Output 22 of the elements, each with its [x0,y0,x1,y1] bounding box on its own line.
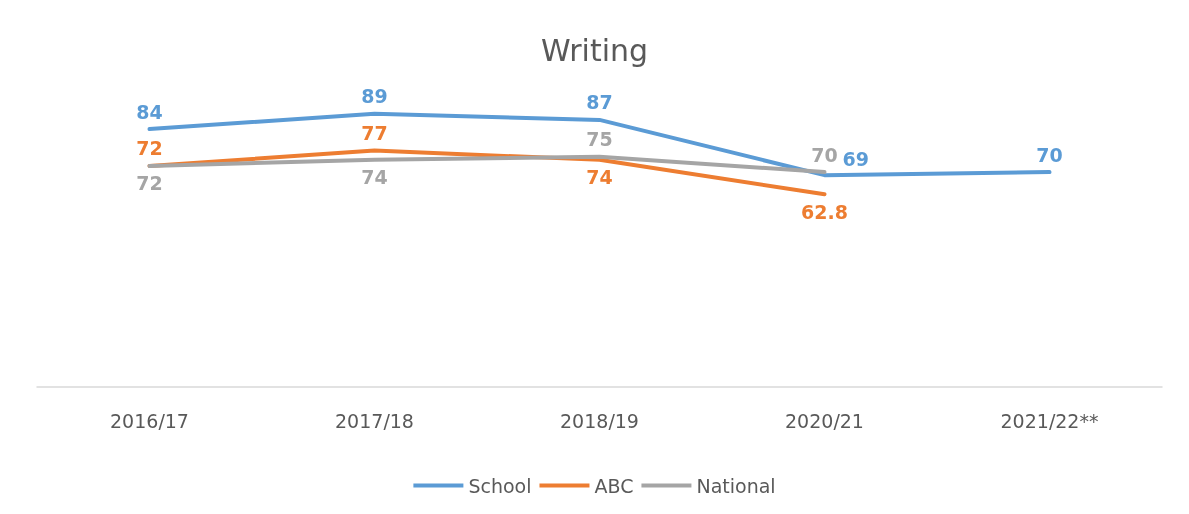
x-tick-label: 2020/21 [785,409,864,432]
x-tick-label: 2021/22** [1000,409,1099,432]
data-label: 72 [136,137,163,160]
data-label: 89 [361,85,388,108]
legend-label: ABC [594,474,634,497]
data-label: 70 [811,143,838,166]
chart-title: Writing [540,32,649,68]
data-label: 62.8 [801,200,848,223]
data-label: 70 [1036,143,1063,166]
x-tick-label: 2016/17 [110,409,189,432]
data-label: 75 [586,128,613,151]
data-label: 72 [136,172,163,195]
x-tick-label: 2018/19 [560,409,639,432]
legend-label: School [468,474,532,497]
data-label: 69 [842,147,869,170]
x-tick-label: 2017/18 [335,409,414,432]
legend-label: National [696,474,776,497]
data-label: 84 [136,100,163,123]
data-label: 87 [586,91,613,114]
data-label: 77 [361,122,388,145]
data-label: 74 [361,166,388,189]
data-label: 74 [586,166,613,189]
